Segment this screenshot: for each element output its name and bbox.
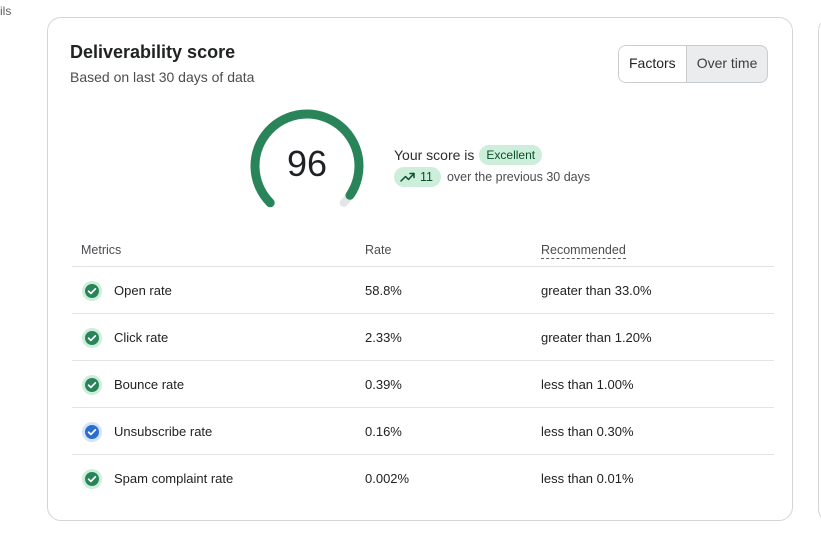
over-time-tab[interactable]: Over time	[696, 55, 758, 71]
metric-recommended: less than 0.30%	[541, 424, 634, 439]
metric-rate: 0.16%	[365, 424, 402, 439]
metrics-table: Metrics Rate Recommended Open rate 58.8% g…	[72, 238, 774, 501]
metric-name: Bounce rate	[114, 377, 185, 392]
gauge-fill	[250, 109, 364, 208]
score-prefix: Your score is	[394, 147, 475, 163]
trend-value: 11	[420, 170, 433, 184]
metric-recommended: greater than 1.20%	[541, 330, 652, 345]
table-row: Click rate 2.33% greater than 1.20%	[72, 314, 774, 361]
metric-rate: 58.8%	[365, 283, 402, 298]
table-row: Spam complaint rate 0.002% less than 0.01%	[72, 455, 774, 501]
metric-rate: 0.002%	[365, 471, 410, 486]
trend-pill: 11	[394, 167, 441, 187]
metric-rate: 0.39%	[365, 377, 402, 392]
score-trend: 11 over the previous 30 days	[394, 167, 590, 187]
table-header: Metrics Rate Recommended	[72, 238, 774, 267]
header-recommended[interactable]: Recommended	[541, 243, 626, 259]
score-summary: Your score is Excellent	[394, 145, 543, 165]
check-circle-icon	[82, 469, 102, 489]
metric-name: Unsubscribe rate	[114, 424, 213, 439]
check-circle-icon	[82, 281, 102, 301]
deliverability-card: Deliverability score Based on last 30 da…	[47, 17, 793, 521]
view-toggle: Factors Over time	[618, 45, 769, 83]
metric-name: Click rate	[114, 330, 169, 345]
card-title: Deliverability score	[70, 42, 236, 62]
trend-text: over the previous 30 days	[446, 170, 591, 184]
header-metrics: Metrics	[81, 243, 122, 257]
metric-recommended: greater than 33.0%	[541, 283, 652, 298]
table-row: Open rate 58.8% greater than 33.0%	[72, 267, 774, 314]
table-row: Bounce rate 0.39% less than 1.00%	[72, 361, 774, 408]
metric-recommended: less than 0.01%	[541, 471, 634, 486]
check-circle-icon	[82, 422, 102, 442]
score-gauge: 96	[250, 109, 364, 208]
metric-name: Open rate	[114, 283, 172, 298]
factors-tab[interactable]: Factors	[619, 46, 687, 82]
table-row: Unsubscribe rate 0.16% less than 0.30%	[72, 408, 774, 455]
score-value: 96	[287, 143, 327, 184]
card-subtitle: Based on last 30 days of data	[70, 69, 255, 85]
rating-badge: Excellent	[479, 145, 543, 165]
header-rate: Rate	[365, 243, 392, 257]
metric-name: Spam complaint rate	[114, 471, 234, 486]
trend-up-icon	[400, 172, 415, 182]
breadcrumb-fragment[interactable]: ils	[0, 4, 12, 18]
check-circle-icon	[82, 328, 102, 348]
check-circle-icon	[82, 375, 102, 395]
metric-rate: 2.33%	[365, 330, 402, 345]
metric-recommended: less than 1.00%	[541, 377, 634, 392]
